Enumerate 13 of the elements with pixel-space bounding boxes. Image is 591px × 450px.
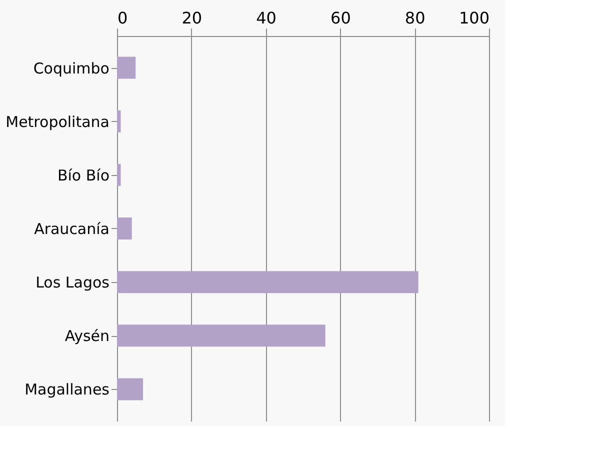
- x-tick-label: 60: [330, 8, 351, 28]
- y-tick-label: Aysén: [64, 327, 110, 346]
- x-tick-label: 20: [182, 8, 202, 28]
- y-tick-label: Metropolitana: [6, 112, 110, 131]
- x-tick-label: 40: [256, 8, 276, 28]
- y-tick-label: Araucanía: [34, 220, 110, 238]
- y-tick-label: Magallanes: [24, 380, 110, 399]
- x-tick-label: 0: [118, 8, 128, 28]
- y-tick-label: Coquimbo: [33, 59, 110, 78]
- y-tick-label: Bío Bío: [57, 166, 110, 184]
- y-tick-label: Los Lagos: [36, 274, 110, 292]
- x-tick-label: 80: [404, 8, 426, 28]
- x-tick-label: 100: [458, 8, 490, 28]
